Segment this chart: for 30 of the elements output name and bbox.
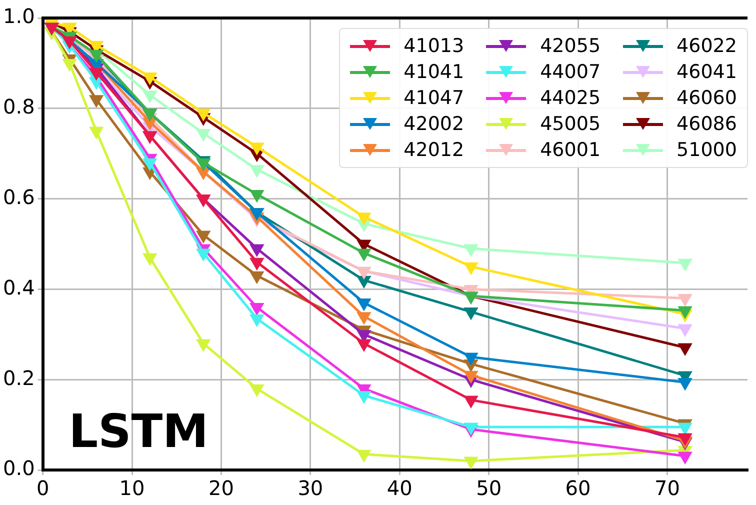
x-tick-label: 60 bbox=[565, 476, 591, 500]
y-tick-label: 1.0 bbox=[2, 4, 35, 28]
legend-label: 46086 bbox=[676, 113, 737, 135]
x-tick-label: 70 bbox=[654, 476, 680, 500]
legend-label: 45005 bbox=[540, 113, 601, 135]
legend-label: 42055 bbox=[540, 35, 601, 57]
legend-label: 42012 bbox=[404, 139, 464, 161]
legend-label: 41041 bbox=[404, 61, 464, 83]
x-tick-label: 50 bbox=[476, 476, 502, 500]
legend-label: 46001 bbox=[540, 139, 601, 161]
x-tick-label: 30 bbox=[298, 476, 324, 500]
y-tick-label: 0.6 bbox=[2, 185, 35, 210]
x-tick-label: 0 bbox=[36, 476, 50, 500]
legend-label: 44025 bbox=[540, 87, 601, 109]
legend-label: 42002 bbox=[404, 113, 464, 135]
x-tick-label: 20 bbox=[208, 476, 234, 500]
y-tick-label: 0.8 bbox=[2, 94, 35, 119]
legend-label: 51000 bbox=[676, 139, 737, 161]
x-tick-label: 40 bbox=[386, 476, 412, 500]
legend-label: 46060 bbox=[676, 87, 737, 109]
x-tick-label: 10 bbox=[119, 476, 145, 500]
y-tick-label: 0.4 bbox=[2, 275, 35, 300]
y-tick-label: 0.2 bbox=[2, 366, 35, 390]
legend-label: 46041 bbox=[676, 61, 737, 83]
annotation: LSTM bbox=[68, 404, 208, 458]
legend-label: 41047 bbox=[404, 87, 464, 109]
y-tick-label: 0.0 bbox=[2, 456, 35, 480]
legend-label: 41013 bbox=[404, 35, 464, 57]
legend-label: 44007 bbox=[540, 61, 601, 83]
legend-label: 46022 bbox=[676, 35, 737, 57]
